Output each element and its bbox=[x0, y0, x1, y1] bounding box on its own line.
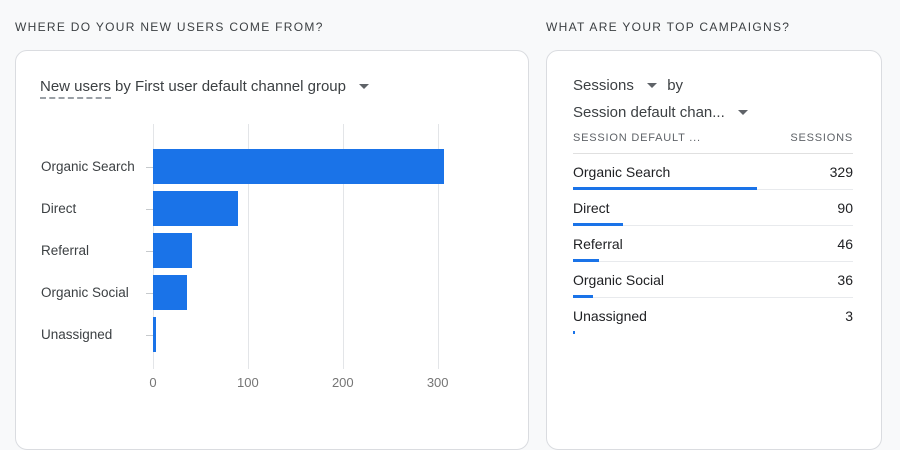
row-sessions-value: 46 bbox=[837, 235, 853, 252]
x-gridline bbox=[247, 124, 249, 369]
dimension-column-header: SESSION DEFAULT ... bbox=[573, 132, 701, 144]
table-dimension-label[interactable]: Session default chan... bbox=[573, 104, 725, 121]
table-dimension-dropdown[interactable]: Session default chan... bbox=[573, 104, 853, 122]
row-sessions-value: 36 bbox=[837, 271, 853, 288]
category-label: Referral bbox=[41, 242, 90, 258]
row-sessions-value: 90 bbox=[837, 199, 853, 216]
sessions-column-header: SESSIONS bbox=[790, 132, 853, 144]
row-value-bar bbox=[573, 223, 624, 226]
chevron-down-icon[interactable] bbox=[359, 83, 370, 89]
category-tick bbox=[146, 208, 153, 210]
category-label: Unassigned bbox=[41, 326, 113, 342]
row-sessions-value: 3 bbox=[845, 307, 853, 324]
category-tick bbox=[146, 250, 153, 252]
chevron-down-icon[interactable] bbox=[647, 82, 658, 88]
table-metric-dropdown[interactable]: Sessions by bbox=[573, 77, 853, 97]
row-channel-label: Referral bbox=[573, 235, 623, 252]
chart-title-dropdown[interactable]: New users by First user default channel … bbox=[40, 78, 370, 99]
table-header-divider bbox=[573, 153, 853, 154]
x-axis-tick-label: 200 bbox=[331, 375, 354, 390]
category-tick bbox=[146, 292, 153, 294]
row-channel-label: Direct bbox=[573, 199, 610, 216]
row-value-bar bbox=[573, 295, 594, 298]
x-axis-tick-label: 300 bbox=[426, 375, 449, 390]
row-sessions-value: 329 bbox=[829, 163, 853, 180]
chevron-down-icon[interactable] bbox=[737, 109, 748, 115]
bar-referral bbox=[153, 233, 192, 269]
bar-organic-social bbox=[153, 275, 188, 311]
category-label: Direct bbox=[41, 200, 77, 216]
category-tick bbox=[146, 166, 153, 168]
bar-direct bbox=[153, 191, 239, 227]
bar-chart-plot: 0 100 200 300 Organic Search Direct Referral Or… bbox=[16, 51, 528, 449]
x-gridline bbox=[437, 124, 439, 369]
by-label: by bbox=[667, 77, 684, 94]
top-campaigns-card: Sessions by Session default chan... SESS… bbox=[546, 50, 882, 450]
bar-unassigned bbox=[153, 317, 156, 353]
bar-organic-search bbox=[153, 149, 445, 185]
table-row: Unassigned 3 bbox=[573, 298, 853, 334]
table-row: Organic Search 329 bbox=[573, 154, 853, 190]
table-row: Direct 90 bbox=[573, 190, 853, 226]
category-label: Organic Search bbox=[41, 158, 135, 174]
chart-metric-label[interactable]: New users bbox=[40, 78, 111, 99]
category-tick bbox=[146, 334, 153, 336]
table-row: Organic Social 36 bbox=[573, 262, 853, 298]
table-column-headers: SESSION DEFAULT ... SESSIONS bbox=[573, 132, 853, 145]
x-axis-tick-label: 0 bbox=[149, 375, 157, 390]
x-axis-tick-label: 100 bbox=[237, 375, 259, 390]
new-users-chart-card: New users by First user default channel … bbox=[15, 50, 529, 450]
left-section-header: WHERE DO YOUR NEW USERS COME FROM? bbox=[15, 20, 324, 34]
row-channel-label: Organic Social bbox=[573, 271, 665, 288]
table-metric-label[interactable]: Sessions bbox=[573, 77, 634, 94]
category-label: Organic Social bbox=[41, 284, 129, 300]
table-row: Referral 46 bbox=[573, 226, 853, 262]
sessions-table: Organic Search 329 Direct 90 Referral 46 Organ… bbox=[573, 154, 853, 334]
row-value-bar bbox=[573, 259, 599, 262]
row-value-bar bbox=[573, 187, 757, 190]
row-channel-label: Organic Search bbox=[573, 163, 671, 180]
row-value-bar bbox=[573, 331, 575, 334]
right-section-header: WHAT ARE YOUR TOP CAMPAIGNS? bbox=[546, 20, 791, 34]
chart-title-rest: by First user default channel group bbox=[115, 78, 346, 95]
row-channel-label: Unassigned bbox=[573, 307, 647, 324]
x-gridline bbox=[342, 124, 344, 369]
